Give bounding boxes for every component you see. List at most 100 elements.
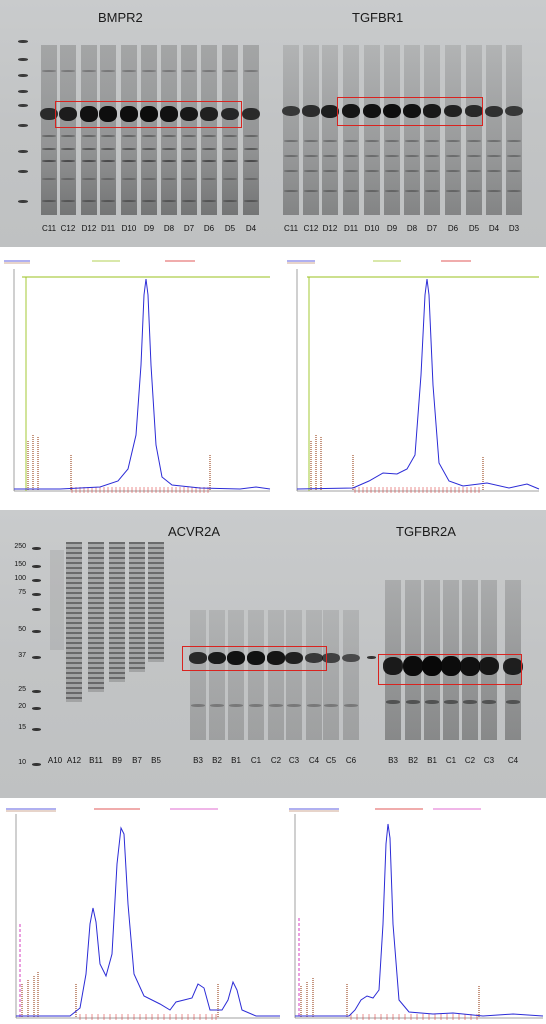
target-band <box>342 104 360 118</box>
target-band <box>423 104 441 118</box>
lane-smear <box>109 542 125 682</box>
chromatogram-acvr2a <box>0 804 283 1024</box>
highlight-box-bmpr2 <box>55 101 242 128</box>
target-band <box>267 651 285 665</box>
lane-smear <box>222 45 238 215</box>
minor-band <box>344 155 358 157</box>
lane-label: C4 <box>308 756 320 765</box>
mw-label: 150 <box>14 561 26 568</box>
lane-label: D7 <box>183 224 195 233</box>
lane-label: B7 <box>132 756 142 765</box>
minor-band <box>287 704 301 707</box>
minor-band <box>487 170 501 172</box>
lane-label: D8 <box>406 224 418 233</box>
minor-band <box>323 155 337 157</box>
target-band <box>59 107 77 121</box>
minor-band <box>507 190 521 192</box>
target-band <box>503 657 523 675</box>
ladder-band <box>32 707 41 710</box>
minor-band <box>191 704 205 707</box>
minor-band <box>223 160 237 162</box>
ladder-band <box>18 200 28 203</box>
gel-title-tgfbr1: TGFBR1 <box>352 10 404 25</box>
lane-label: D10 <box>364 224 380 233</box>
target-band <box>322 653 340 663</box>
ladder-band <box>18 74 28 77</box>
lane-label: D11 <box>343 224 359 233</box>
lane-label: B2 <box>408 756 418 765</box>
mw-label: 100 <box>14 575 26 582</box>
mw-label: 250 <box>14 543 26 550</box>
lane-smear <box>506 45 522 215</box>
minor-band <box>304 140 318 142</box>
lane-label: C12 <box>60 224 76 233</box>
minor-band <box>304 170 318 172</box>
minor-band <box>101 200 115 202</box>
lane-label: C11 <box>283 224 299 233</box>
minor-band <box>269 704 283 707</box>
minor-band <box>142 70 156 72</box>
minor-band <box>365 155 379 157</box>
target-band <box>227 651 245 665</box>
ladder-band <box>18 58 28 61</box>
minor-band <box>467 190 481 192</box>
minor-band <box>467 170 481 172</box>
lane-smear <box>228 610 244 740</box>
lane-label: C4 <box>507 756 519 765</box>
target-band <box>441 656 461 676</box>
ladder-band <box>18 90 28 93</box>
lane-label: C2 <box>464 756 476 765</box>
minor-band <box>446 170 460 172</box>
lane-smear <box>129 542 145 672</box>
minor-band <box>182 160 196 162</box>
minor-band <box>323 190 337 192</box>
target-band <box>403 103 421 119</box>
target-band <box>465 105 483 117</box>
minor-band <box>385 140 399 142</box>
mw-label: 25 <box>18 686 26 693</box>
minor-band <box>122 178 136 180</box>
minor-band <box>122 135 136 137</box>
lane-label: C5 <box>325 756 337 765</box>
minor-band <box>42 148 56 150</box>
minor-band <box>202 135 216 137</box>
lane-smear <box>303 45 319 215</box>
target-band <box>40 107 58 121</box>
minor-band <box>487 155 501 157</box>
target-band <box>208 651 226 665</box>
minor-band <box>425 140 439 142</box>
lane-smear <box>100 45 116 215</box>
lane-label: D4 <box>245 224 257 233</box>
lane-smear <box>323 610 339 740</box>
minor-band <box>284 190 298 192</box>
target-band <box>383 103 401 119</box>
top-gel-image: BMPR2 TGFBR1 C11 C12 D12 D11 D10 D9 D8 D7 D6 D5 D4… <box>0 0 546 247</box>
minor-band <box>42 200 56 202</box>
lane-label: D9 <box>386 224 398 233</box>
target-band <box>200 107 218 121</box>
lane-label: D6 <box>447 224 459 233</box>
lane-label: C6 <box>345 756 357 765</box>
minor-band <box>244 160 258 162</box>
lane-smear <box>88 542 104 692</box>
lane-smear <box>424 45 440 215</box>
target-band <box>305 652 323 664</box>
ladder-band <box>32 608 41 611</box>
lane-label: D6 <box>203 224 215 233</box>
lane-label: A10 <box>47 756 63 765</box>
target-band <box>342 653 360 663</box>
minor-band <box>467 155 481 157</box>
lane-label: C1 <box>250 756 262 765</box>
lane-label: D5 <box>468 224 480 233</box>
minor-band <box>61 178 75 180</box>
lane-label: B9 <box>112 756 122 765</box>
minor-band <box>344 704 358 707</box>
minor-band <box>507 170 521 172</box>
minor-band <box>405 170 419 172</box>
lane-smear <box>248 610 264 740</box>
lane-smear <box>50 550 64 650</box>
minor-band <box>425 190 439 192</box>
minor-band <box>425 170 439 172</box>
minor-band <box>210 704 224 707</box>
lane-label: B5 <box>151 756 161 765</box>
